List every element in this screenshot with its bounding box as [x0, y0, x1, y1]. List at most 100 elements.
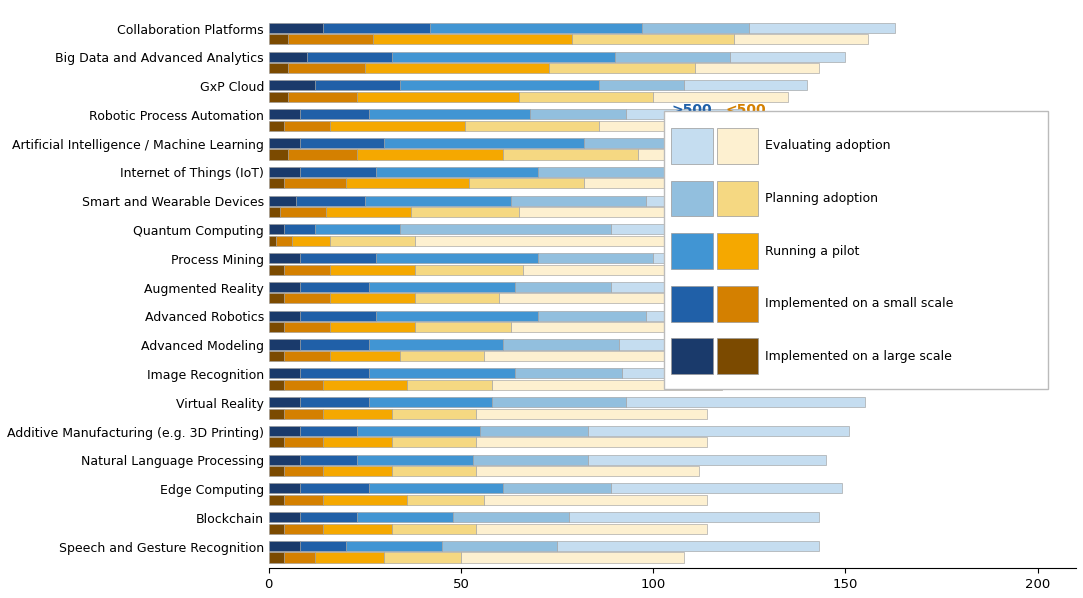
Bar	[442, 541, 557, 551]
Bar	[323, 524, 392, 534]
Bar	[588, 454, 826, 465]
Bar	[477, 466, 700, 476]
Bar	[269, 109, 300, 119]
Bar	[323, 380, 407, 390]
Bar	[284, 351, 330, 361]
Bar	[573, 34, 734, 44]
Bar	[392, 408, 477, 419]
Bar	[519, 207, 769, 217]
Bar	[300, 138, 384, 148]
Bar	[584, 178, 814, 188]
Bar	[519, 92, 653, 102]
Bar	[300, 368, 368, 379]
Bar	[415, 294, 499, 303]
Bar	[284, 121, 330, 131]
Bar	[288, 63, 365, 73]
Text: Evaluating adoption: Evaluating adoption	[765, 139, 890, 152]
Bar	[284, 178, 345, 188]
Bar	[653, 253, 891, 263]
Bar	[642, 23, 749, 33]
Bar	[345, 541, 442, 551]
Bar	[269, 426, 300, 436]
Bar	[695, 63, 819, 73]
Bar	[269, 34, 288, 44]
Bar	[623, 368, 861, 379]
Bar	[461, 553, 684, 563]
Bar	[477, 524, 707, 534]
Bar	[269, 253, 300, 263]
Bar	[300, 311, 377, 321]
Bar	[368, 397, 492, 407]
Bar	[492, 380, 722, 390]
Text: Running a pilot: Running a pilot	[765, 245, 859, 258]
Bar	[611, 282, 911, 292]
Bar	[392, 51, 615, 62]
Bar	[549, 63, 695, 73]
Bar	[269, 63, 288, 73]
Bar	[269, 51, 308, 62]
Bar	[538, 311, 645, 321]
Bar	[365, 196, 511, 206]
Bar	[357, 92, 519, 102]
Bar	[365, 63, 549, 73]
Bar	[288, 92, 357, 102]
Bar	[269, 466, 284, 476]
Bar	[626, 109, 742, 119]
Bar	[300, 253, 377, 263]
Bar	[357, 454, 472, 465]
Bar	[269, 437, 284, 447]
Text: <500: <500	[726, 103, 767, 117]
Bar	[626, 397, 864, 407]
Bar	[465, 121, 599, 131]
Bar	[300, 340, 368, 350]
Bar	[368, 109, 531, 119]
Bar	[477, 408, 707, 419]
Bar	[300, 483, 368, 493]
Bar	[673, 167, 884, 177]
Bar	[284, 495, 323, 505]
Bar	[284, 264, 330, 274]
Bar	[284, 553, 315, 563]
Bar	[269, 138, 300, 148]
Bar	[269, 196, 296, 206]
Bar	[400, 351, 484, 361]
Bar	[480, 426, 588, 436]
Bar	[269, 483, 300, 493]
Bar	[472, 454, 588, 465]
Bar	[269, 495, 284, 505]
Bar	[377, 311, 538, 321]
Bar	[323, 23, 430, 33]
Bar	[599, 80, 684, 90]
Bar	[300, 282, 368, 292]
Bar	[280, 207, 326, 217]
Bar	[308, 51, 392, 62]
Bar	[284, 380, 323, 390]
Bar	[469, 178, 584, 188]
Bar	[300, 426, 357, 436]
Bar	[284, 294, 330, 303]
Bar	[269, 541, 300, 551]
Bar	[407, 380, 492, 390]
Bar	[288, 34, 373, 44]
Bar	[330, 121, 465, 131]
Bar	[638, 150, 811, 160]
Bar	[284, 466, 323, 476]
Bar	[269, 512, 300, 522]
Bar	[477, 437, 707, 447]
Bar	[345, 178, 469, 188]
Bar	[269, 207, 280, 217]
Bar	[269, 408, 284, 419]
Bar	[284, 408, 323, 419]
Bar	[618, 340, 869, 350]
Bar	[749, 23, 896, 33]
Bar	[357, 150, 504, 160]
Bar	[514, 368, 623, 379]
Bar	[269, 454, 300, 465]
Bar	[269, 23, 323, 33]
Bar	[392, 466, 477, 476]
Bar	[292, 236, 330, 246]
Bar	[330, 294, 415, 303]
Bar	[276, 236, 292, 246]
Bar	[269, 236, 276, 246]
Bar	[392, 524, 477, 534]
